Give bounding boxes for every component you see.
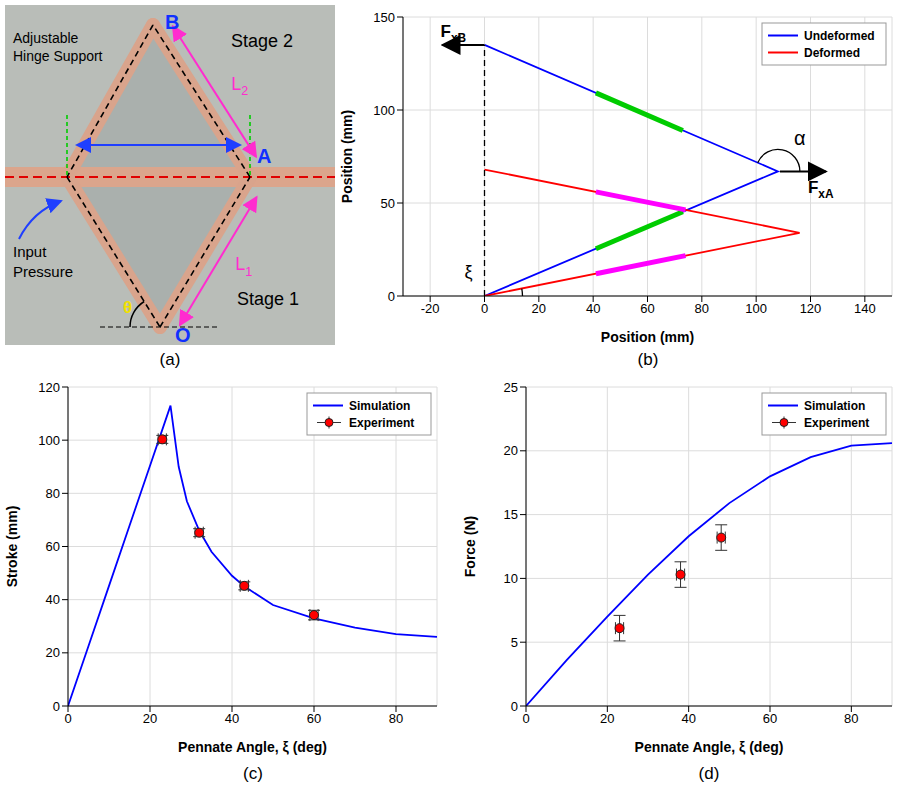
svg-text:150: 150 [373, 10, 395, 25]
svg-text:80: 80 [389, 711, 403, 726]
svg-text:Simulation: Simulation [804, 399, 865, 413]
svg-text:L1: L1 [235, 254, 252, 278]
svg-text:θ: θ [123, 298, 132, 317]
html-text:(c): (c) [243, 764, 263, 783]
svg-text:100: 100 [745, 301, 767, 316]
svg-text:60: 60 [640, 301, 654, 316]
svg-text:25: 25 [504, 380, 518, 395]
svg-text:O: O [175, 324, 191, 345]
svg-text:Deformed: Deformed [804, 46, 860, 60]
svg-text:0: 0 [388, 289, 395, 304]
svg-text:15: 15 [504, 507, 518, 522]
svg-text:20: 20 [532, 301, 546, 316]
svg-text:Experiment: Experiment [349, 416, 414, 430]
svg-text:0: 0 [64, 711, 71, 726]
svg-text:L2: L2 [231, 74, 248, 98]
svg-text:50: 50 [381, 196, 395, 211]
svg-text:40: 40 [586, 301, 600, 316]
svg-text:5: 5 [511, 635, 518, 650]
svg-text:Experiment: Experiment [804, 416, 869, 430]
svg-text:A: A [257, 145, 271, 167]
svg-text:60: 60 [307, 711, 321, 726]
svg-text:100: 100 [38, 433, 60, 448]
svg-text:Undeformed: Undeformed [804, 29, 875, 43]
svg-text:140: 140 [854, 301, 876, 316]
svg-text:80: 80 [844, 711, 858, 726]
svg-text:Simulation: Simulation [349, 399, 410, 413]
html-text:(b): (b) [637, 350, 659, 369]
svg-text:40: 40 [46, 592, 60, 607]
svg-text:FxA: FxA [808, 178, 834, 201]
svg-text:Hinge Support: Hinge Support [13, 48, 103, 64]
svg-text:0: 0 [53, 699, 60, 714]
svg-text:Input: Input [13, 243, 47, 260]
svg-text:60: 60 [763, 711, 777, 726]
svg-text:ξ: ξ [465, 262, 473, 282]
svg-text:-20: -20 [421, 301, 440, 316]
svg-text:FxB: FxB [441, 22, 467, 45]
svg-text:100: 100 [373, 103, 395, 118]
svg-text:Position (mm): Position (mm) [601, 329, 694, 345]
svg-text:0: 0 [481, 301, 488, 316]
svg-text:0: 0 [511, 699, 518, 714]
svg-text:20: 20 [504, 443, 518, 458]
svg-text:0: 0 [522, 711, 529, 726]
svg-text:Position (mm): Position (mm) [339, 110, 355, 203]
svg-text:40: 40 [681, 711, 695, 726]
svg-text:60: 60 [46, 539, 60, 554]
svg-text:120: 120 [800, 301, 822, 316]
svg-text:Stroke (mm): Stroke (mm) [4, 506, 20, 588]
svg-text:40: 40 [225, 711, 239, 726]
svg-text:Adjustable: Adjustable [13, 30, 79, 46]
svg-text:Pennate Angle, ξ (deg): Pennate Angle, ξ (deg) [178, 739, 327, 755]
svg-text:Stage 2: Stage 2 [231, 31, 293, 51]
svg-text:Pennate Angle, ξ (deg): Pennate Angle, ξ (deg) [635, 739, 784, 755]
svg-text:20: 20 [600, 711, 614, 726]
svg-text:80: 80 [695, 301, 709, 316]
svg-text:Stage 1: Stage 1 [237, 289, 299, 309]
svg-text:B: B [165, 11, 179, 33]
svg-text:80: 80 [46, 486, 60, 501]
html-text:(a): (a) [159, 350, 181, 369]
svg-text:20: 20 [143, 711, 157, 726]
svg-text:120: 120 [38, 380, 60, 395]
svg-text:α: α [794, 127, 806, 149]
svg-text:10: 10 [504, 571, 518, 586]
svg-text:Pressure: Pressure [13, 263, 73, 280]
svg-text:20: 20 [46, 645, 60, 660]
svg-text:Force (N): Force (N) [462, 516, 478, 577]
html-text:(d): (d) [698, 764, 720, 783]
